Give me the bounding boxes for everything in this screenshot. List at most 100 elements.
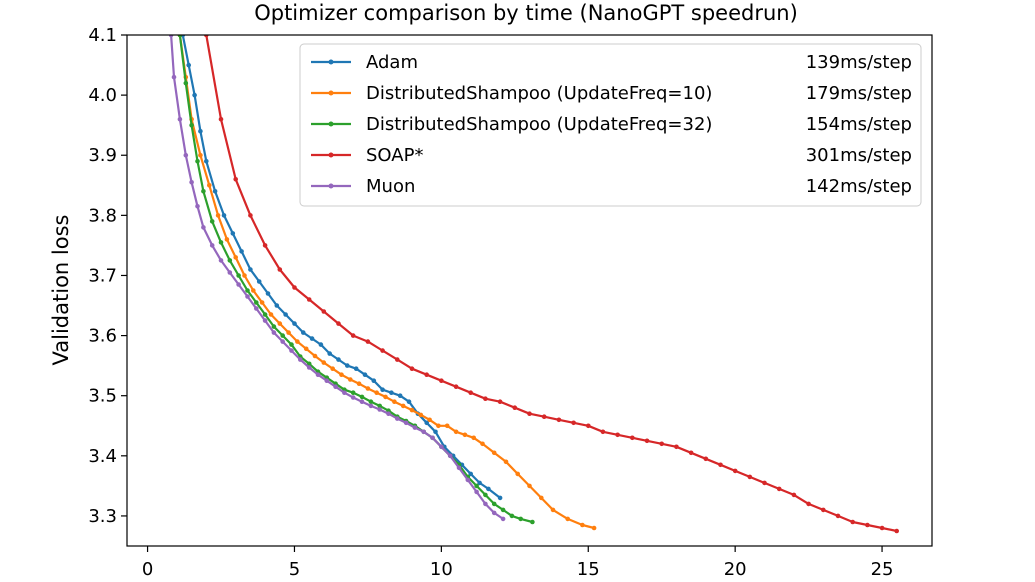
x-tick-label: 25 (871, 559, 894, 580)
x-tick-label: 15 (577, 559, 600, 580)
data-point (309, 336, 315, 341)
data-point (242, 273, 247, 278)
data-point (245, 288, 250, 293)
data-point (171, 74, 177, 80)
data-point (474, 483, 479, 489)
data-point (395, 357, 400, 362)
series-5 (168, 35, 506, 522)
series-line (205, 35, 897, 533)
data-point (377, 403, 383, 409)
y-axis-title: Validation loss (49, 215, 73, 366)
data-point (497, 495, 503, 501)
data-point (218, 116, 224, 122)
data-point (201, 189, 206, 194)
data-point (436, 423, 441, 429)
data-point (465, 477, 471, 483)
data-point (256, 279, 262, 284)
data-point (248, 267, 253, 272)
data-point (397, 393, 403, 399)
data-point (821, 507, 826, 513)
legend-series-name: DistributedShampoo (UpdateFreq=10) (366, 83, 712, 104)
legend-series-name: Adam (366, 52, 418, 73)
data-point (271, 330, 277, 335)
legend-series-name: Muon (366, 176, 415, 197)
data-point (336, 357, 341, 362)
data-point (530, 519, 535, 525)
data-point (371, 378, 377, 384)
data-point (418, 412, 424, 418)
data-point (550, 507, 556, 513)
data-point (865, 522, 870, 528)
x-tick-label: 5 (289, 559, 300, 580)
data-point (277, 267, 283, 272)
data-point (262, 312, 268, 317)
data-point (253, 306, 259, 311)
data-point (280, 333, 286, 338)
data-point (453, 429, 459, 435)
data-point (377, 407, 383, 412)
data-point (195, 204, 200, 209)
data-point (688, 450, 694, 456)
data-point (306, 361, 312, 367)
data-point (409, 366, 415, 372)
x-tick-label: 10 (430, 559, 453, 580)
data-point (403, 420, 409, 426)
data-point (406, 399, 412, 405)
data-point (512, 405, 518, 411)
data-point (233, 255, 238, 260)
data-point (400, 403, 406, 409)
data-point (491, 450, 497, 456)
data-point (186, 62, 191, 68)
data-point (447, 453, 453, 459)
data-point (251, 288, 256, 293)
data-point (509, 513, 515, 519)
data-point (259, 300, 265, 305)
data-point (239, 249, 244, 254)
data-point (477, 480, 482, 486)
legend-item: DistributedShampoo (UpdateFreq=32) 154ms/… (311, 114, 912, 135)
data-point (776, 486, 782, 492)
data-point (586, 423, 591, 429)
legend-item: DistributedShampoo (UpdateFreq=10) 179ms/… (311, 83, 912, 104)
series-line (181, 35, 501, 499)
data-point (518, 516, 523, 522)
y-tick-label: 3.6 (88, 326, 117, 347)
data-point (292, 321, 297, 326)
data-point (380, 387, 385, 393)
data-point (268, 312, 274, 317)
y-tick-label: 3.7 (88, 265, 117, 286)
legend-step-time: 142ms/step (806, 176, 912, 197)
data-point (791, 492, 797, 498)
data-point (271, 324, 277, 329)
data-point (280, 339, 286, 344)
data-point (209, 219, 215, 224)
data-point (894, 528, 899, 534)
data-point (380, 348, 385, 353)
data-point (245, 294, 250, 299)
y-tick-label: 3.8 (88, 205, 117, 226)
chart-title: Optimizer comparison by time (NanoGPT sp… (254, 1, 798, 25)
data-point (591, 525, 597, 531)
data-point (350, 390, 356, 396)
data-point (732, 468, 738, 474)
data-point (497, 399, 503, 405)
data-point (324, 378, 330, 384)
data-point (468, 471, 474, 477)
data-point (368, 399, 374, 405)
data-point (315, 372, 321, 378)
y-tick-label: 3.4 (88, 446, 117, 467)
data-point (374, 390, 380, 396)
data-point (207, 183, 212, 188)
data-point (439, 444, 444, 450)
data-point (221, 213, 227, 218)
data-point (480, 441, 485, 447)
legend-item: Muon 142ms/step (311, 176, 912, 197)
data-point (747, 474, 753, 480)
data-point (427, 417, 432, 423)
data-point (471, 435, 477, 441)
data-point (718, 462, 723, 468)
data-point (353, 366, 359, 372)
data-point (192, 92, 197, 98)
data-point (356, 381, 362, 387)
data-point (541, 414, 547, 420)
